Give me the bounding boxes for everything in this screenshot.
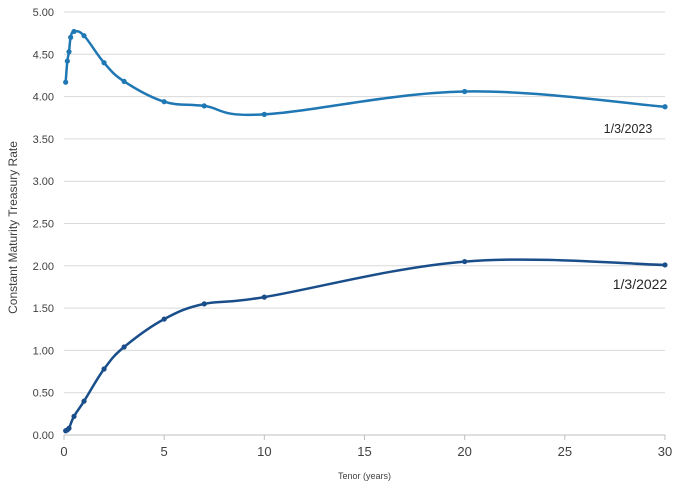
y-tick-label: 5.00 [33, 7, 54, 19]
x-tick-label: 5 [161, 444, 168, 459]
x-tick-label: 25 [558, 444, 572, 459]
series-label-2023: 1/3/2023 [604, 122, 653, 136]
series-label-2022: 1/3/2022 [613, 276, 668, 292]
y-tick-label: 2.50 [33, 219, 54, 231]
x-tick-labels: 0 5 10 15 20 25 30 [60, 444, 672, 459]
data-point [662, 262, 668, 268]
y-tick-label: 3.00 [33, 176, 54, 188]
data-point [161, 316, 167, 322]
gridlines [64, 11, 665, 394]
x-tick-label: 0 [60, 444, 67, 459]
y-tick-label: 3.50 [33, 134, 54, 146]
data-point [64, 58, 70, 64]
y-tick-label: 0.00 [33, 430, 54, 442]
y-tick-label: 4.50 [33, 49, 54, 61]
y-tick-label: 1.50 [33, 303, 54, 315]
axes [63, 434, 666, 440]
data-point [261, 294, 267, 300]
x-axis-title: Tenor (years) [338, 471, 391, 481]
data-point [161, 99, 167, 105]
data-point [462, 258, 468, 265]
data-point [66, 425, 72, 431]
data-point [121, 344, 127, 350]
data-point [81, 33, 87, 39]
y-tick-label: 1.00 [33, 345, 54, 357]
data-point [66, 49, 72, 55]
x-tick-label: 20 [457, 444, 471, 459]
data-point [261, 111, 267, 117]
x-tick-label: 30 [658, 444, 672, 459]
y-tick-labels: 0.00 0.50 1.00 1.50 2.00 2.50 3.00 3.50 4.00 4.50… [33, 7, 54, 442]
x-tick-label: 10 [257, 444, 271, 459]
data-point [71, 28, 77, 35]
y-tick-label: 4.00 [33, 92, 54, 104]
data-point [71, 413, 77, 419]
series-line-1 [65, 258, 666, 432]
series-group [63, 28, 668, 434]
data-point [68, 34, 74, 40]
data-point [81, 398, 87, 404]
data-point [101, 366, 107, 372]
data-point [101, 60, 107, 66]
x-tick-label: 15 [357, 444, 371, 459]
y-axis-title: Constant Maturity Treasury Rate [6, 141, 20, 314]
data-point [201, 103, 207, 109]
data-point [121, 78, 127, 84]
data-point [201, 301, 207, 307]
data-point [662, 104, 668, 110]
y-tick-label: 2.00 [33, 261, 54, 273]
data-point [63, 79, 69, 85]
series-line-0 [64, 29, 666, 117]
y-tick-label: 0.50 [33, 388, 54, 400]
data-point [462, 88, 468, 95]
